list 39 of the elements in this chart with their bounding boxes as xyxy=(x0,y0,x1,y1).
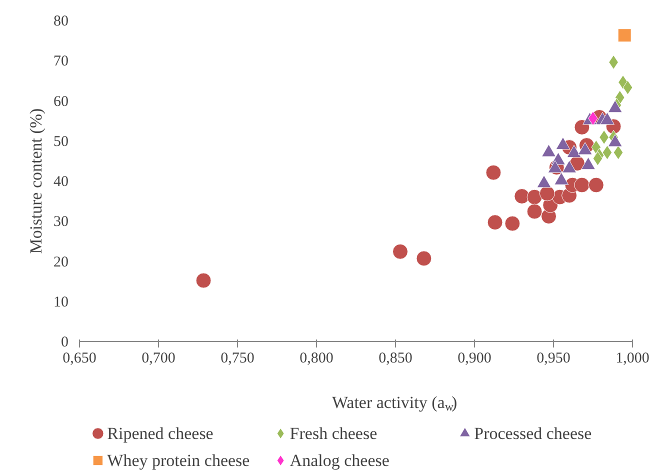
y-tick-label: 70 xyxy=(54,54,68,70)
x-tick-label: 0,800 xyxy=(300,350,334,366)
point xyxy=(602,145,612,160)
y-tick-label: 0 xyxy=(61,334,68,350)
y-tick-label: 60 xyxy=(54,94,68,110)
y-tick-label: 40 xyxy=(54,174,68,190)
point xyxy=(196,272,212,288)
x-tick-label: 1,000 xyxy=(616,350,650,366)
x-tick-label: 0,950 xyxy=(536,350,570,366)
point xyxy=(392,244,408,260)
y-tick-label: 80 xyxy=(54,14,68,30)
point xyxy=(504,216,520,232)
point xyxy=(416,250,432,266)
point xyxy=(487,214,503,230)
point xyxy=(526,204,542,220)
legend-label: Processed cheese xyxy=(474,424,592,443)
point xyxy=(526,189,542,205)
legend-label: Analog cheese xyxy=(290,451,390,470)
x-tick-label: 0,900 xyxy=(458,350,492,366)
point xyxy=(539,186,555,202)
point xyxy=(514,188,530,204)
point xyxy=(618,28,632,42)
x-tick-label: 0,650 xyxy=(62,350,96,366)
legend-label: Fresh cheese xyxy=(290,424,378,443)
legend-label: Whey protein cheese xyxy=(107,451,250,470)
x-tick-label: 0,700 xyxy=(142,350,176,366)
point xyxy=(486,164,502,180)
point xyxy=(613,145,624,160)
point xyxy=(588,177,604,193)
legend-label: Ripened cheese xyxy=(107,424,214,443)
x-tick-label: 0,750 xyxy=(220,350,254,366)
point xyxy=(574,177,590,193)
y-tick-label: 30 xyxy=(54,214,68,230)
y-axis-title: Moisture content (%) xyxy=(26,108,46,254)
y-tick-label: 10 xyxy=(54,294,68,310)
y-tick-label: 20 xyxy=(54,254,68,270)
y-tick-label: 50 xyxy=(54,134,68,150)
x-tick-label: 0,850 xyxy=(378,350,412,366)
point xyxy=(592,151,603,166)
